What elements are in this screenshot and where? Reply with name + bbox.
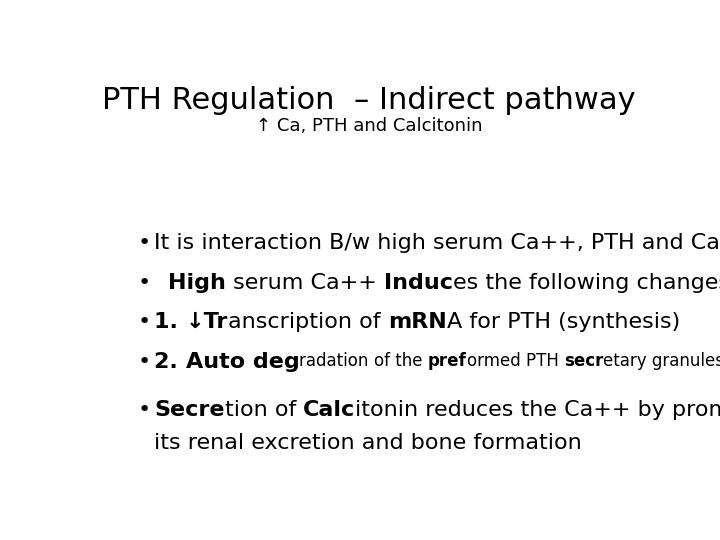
Text: of the: of the [374, 352, 428, 370]
Text: pref: pref [428, 352, 467, 370]
Text: itonin reduces the Ca++ by promoting: itonin reduces the Ca++ by promoting [356, 400, 720, 420]
Text: Calc: Calc [303, 400, 356, 420]
Text: ↑ Ca, PTH and Calcitonin: ↑ Ca, PTH and Calcitonin [256, 117, 482, 135]
Text: PTH Regulation  – Indirect pathway: PTH Regulation – Indirect pathway [102, 85, 636, 114]
Text: ormed PTH: ormed PTH [467, 352, 564, 370]
Text: tion of: tion of [225, 400, 303, 420]
Text: radation: radation [300, 352, 374, 370]
Text: 2.: 2. [154, 352, 186, 372]
Text: secr: secr [564, 352, 603, 370]
Text: etary granules: etary granules [603, 352, 720, 370]
Text: es the following changes: es the following changes [454, 273, 720, 293]
Text: its renal excretion and bone formation: its renal excretion and bone formation [154, 433, 582, 453]
Text: serum Ca++: serum Ca++ [226, 273, 384, 293]
Text: 1.: 1. [154, 312, 186, 332]
Text: •: • [138, 352, 150, 372]
Text: Auto deg: Auto deg [186, 352, 300, 372]
Text: anscription of: anscription of [228, 312, 388, 332]
Text: A for PTH (synthesis): A for PTH (synthesis) [446, 312, 680, 332]
Text: •: • [138, 273, 150, 293]
Text: mRN: mRN [388, 312, 446, 332]
Text: High: High [168, 273, 226, 293]
Text: ↓Tr: ↓Tr [186, 312, 228, 332]
Text: It is interaction B/w high serum Ca++, PTH and Calcitonin: It is interaction B/w high serum Ca++, P… [154, 233, 720, 253]
Text: Induc: Induc [384, 273, 454, 293]
Text: •: • [138, 400, 150, 420]
Text: •: • [138, 233, 150, 253]
Text: Secre: Secre [154, 400, 225, 420]
Text: •: • [138, 312, 150, 332]
